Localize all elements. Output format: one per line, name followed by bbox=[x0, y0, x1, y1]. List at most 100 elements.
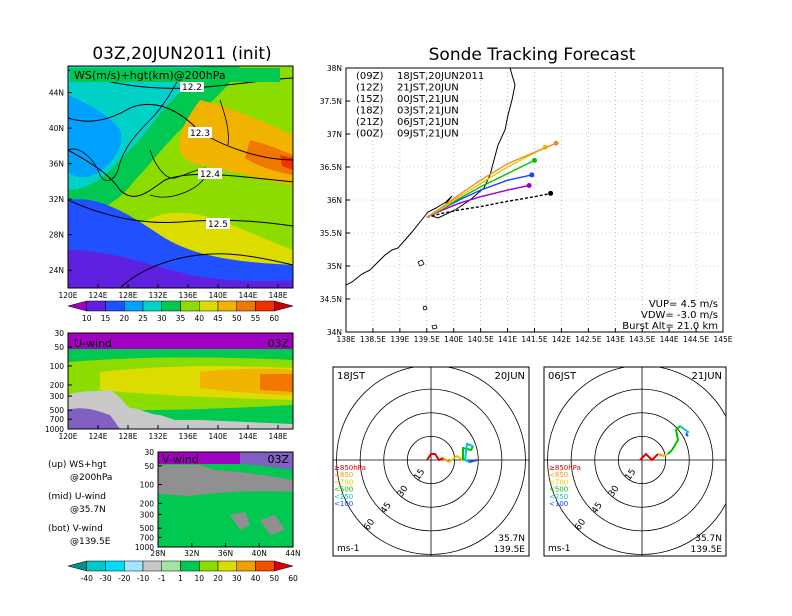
hodo-layer-legend: ≥850hPa<850<700<500<250<100 bbox=[334, 464, 366, 508]
tick-label: 24N bbox=[49, 266, 64, 275]
tick-label: 200 bbox=[50, 381, 65, 390]
colorbar-swatch bbox=[67, 300, 87, 312]
hodo-trace-segment bbox=[663, 453, 669, 457]
u-fill-grey bbox=[68, 390, 293, 429]
track-line bbox=[426, 184, 530, 218]
u-panel-time: 03Z bbox=[267, 337, 289, 350]
tick-label: 34N bbox=[327, 328, 342, 337]
tick-label: 142.5E bbox=[575, 335, 601, 344]
tick-label: 38N bbox=[327, 64, 342, 73]
tick-label: 100 bbox=[50, 362, 65, 371]
tick-label: 40N bbox=[49, 124, 64, 133]
tick-label: 148E bbox=[268, 432, 287, 441]
contour-line bbox=[68, 104, 293, 161]
hodo-legend-entry: <850 bbox=[549, 471, 568, 479]
colorbar-label: -1 bbox=[158, 574, 166, 583]
ws-lon-ticks: 120E 124E 128E 132E 136E 140E 144E 148E bbox=[58, 284, 288, 300]
colorbar-label: -40 bbox=[81, 574, 93, 583]
tick-label: 30 bbox=[54, 329, 64, 338]
colorbar-label: 50 bbox=[269, 574, 279, 583]
legend-launch-code: (12Z) bbox=[356, 83, 383, 94]
colorbar-swatch bbox=[199, 560, 219, 572]
param-vdw: VDW= -3.0 m/s bbox=[641, 310, 718, 321]
tick-label: 500 bbox=[140, 524, 155, 533]
contour-line bbox=[119, 253, 293, 288]
hodo-lat: 35.7N bbox=[498, 534, 525, 544]
ws-panel: 12.2 12.3 12.4 12.5 WS(m/s)+hgt(km)@200h… bbox=[49, 65, 294, 323]
u-lon-ticks: 120E 124E 128E 132E 136E 140E 144E 148E bbox=[58, 425, 288, 441]
hodo-layer-legend: ≥850hPa<850<700<500<250<100 bbox=[549, 464, 581, 508]
ws-fill-cyan bbox=[68, 95, 122, 178]
bottom-colorbar: -40 -30 -20 -10 -1 1 10 20 30 40 50 60 bbox=[67, 560, 298, 583]
tick-label: 300 bbox=[140, 510, 155, 519]
tick-label: 1000 bbox=[45, 425, 64, 434]
v-fill-grey bbox=[158, 465, 293, 496]
colorbar-label: 40 bbox=[194, 314, 204, 323]
ws-panel-label: WS(m/s)+hgt(km)@200hPa bbox=[74, 69, 226, 82]
tick-label: 140E bbox=[444, 335, 463, 344]
u-fill-purple-low bbox=[68, 408, 120, 429]
tick-label: 141.5E bbox=[521, 335, 547, 344]
tick-label: 100 bbox=[140, 481, 155, 490]
tick-label: 35N bbox=[327, 262, 342, 271]
tick-label: 37.5N bbox=[320, 97, 342, 106]
hodo-legend-entry: <700 bbox=[334, 478, 353, 486]
tick-label: 28N bbox=[49, 231, 64, 240]
svg-text:(bot) V-wind: (bot) V-wind bbox=[48, 524, 103, 534]
tick-label: 120E bbox=[58, 432, 77, 441]
hodo-trace bbox=[639, 425, 690, 462]
colorbar-swatch bbox=[255, 300, 275, 312]
track-end-point bbox=[548, 190, 554, 196]
colorbar-label: 30 bbox=[157, 314, 167, 323]
track-end-point bbox=[526, 182, 532, 188]
tick-label: 138.5E bbox=[360, 335, 386, 344]
track-line bbox=[426, 192, 551, 218]
legend-launch-code: (18Z) bbox=[356, 106, 383, 117]
param-burst: Burst Alt= 21.0 km bbox=[622, 321, 718, 332]
tick-label: 139E bbox=[390, 335, 409, 344]
hodo-time: 06JST bbox=[548, 371, 577, 382]
colorbar-swatch bbox=[180, 560, 200, 572]
tick-label: 32N bbox=[49, 195, 64, 204]
tick-label: 700 bbox=[50, 415, 65, 424]
right-title: Sonde Tracking Forecast bbox=[429, 45, 636, 65]
colorbar-label: 20 bbox=[213, 574, 223, 583]
tick-label: 35.5N bbox=[320, 229, 342, 238]
tick-label: 143E bbox=[606, 335, 625, 344]
launch-legend: (09Z) 18JST,20JUN2011 (12Z) 21JST,20JUN (15Z… bbox=[356, 71, 484, 140]
svg-text:@139.5E: @139.5E bbox=[70, 537, 111, 547]
hodo-trace-segment bbox=[657, 453, 665, 457]
colorbar-swatch bbox=[161, 560, 181, 572]
tick-label: 1000 bbox=[135, 543, 154, 552]
hodo-legend-entry: <100 bbox=[334, 500, 353, 508]
tick-label: 700 bbox=[140, 533, 155, 542]
panel-notes: (up) WS+hgt @200hPa (mid) U-wind @35.7N … bbox=[48, 460, 112, 547]
tick-label: 28N bbox=[150, 549, 165, 558]
colorbar-swatch bbox=[217, 560, 237, 572]
svg-text:(mid) U-wind: (mid) U-wind bbox=[48, 492, 106, 502]
hodo-lat: 35.7N bbox=[695, 534, 722, 544]
map-lat-ticks: 38N 37.5N 37N 36.5N 36N 35.5N 35N 34.5N 34N bbox=[320, 64, 350, 337]
colorbar-label: 40 bbox=[251, 574, 261, 583]
tick-label: 143.5E bbox=[629, 335, 655, 344]
svg-text:12.5: 12.5 bbox=[208, 220, 228, 230]
colorbar-swatch bbox=[161, 300, 181, 312]
colorbar-label: 45 bbox=[213, 314, 223, 323]
colorbar-swatch bbox=[105, 300, 125, 312]
tick-label: 144E bbox=[238, 291, 257, 300]
island bbox=[417, 259, 438, 330]
ws-lat-ticks: 44N 40N 36N 32N 28N 24N bbox=[49, 89, 72, 275]
legend-launch-time: 00JST,21JUN bbox=[397, 94, 459, 105]
colorbar-swatch bbox=[236, 560, 256, 572]
param-vup: VUP= 4.5 m/s bbox=[649, 299, 718, 310]
svg-text:12.2: 12.2 bbox=[182, 83, 202, 93]
hodo-legend-entry: <500 bbox=[549, 486, 568, 494]
hodo-trace-segment bbox=[442, 457, 450, 463]
legend-launch-time: 03JST,21JUN bbox=[397, 106, 459, 117]
legend-launch-time: 18JST,20JUN2011 bbox=[397, 71, 484, 82]
